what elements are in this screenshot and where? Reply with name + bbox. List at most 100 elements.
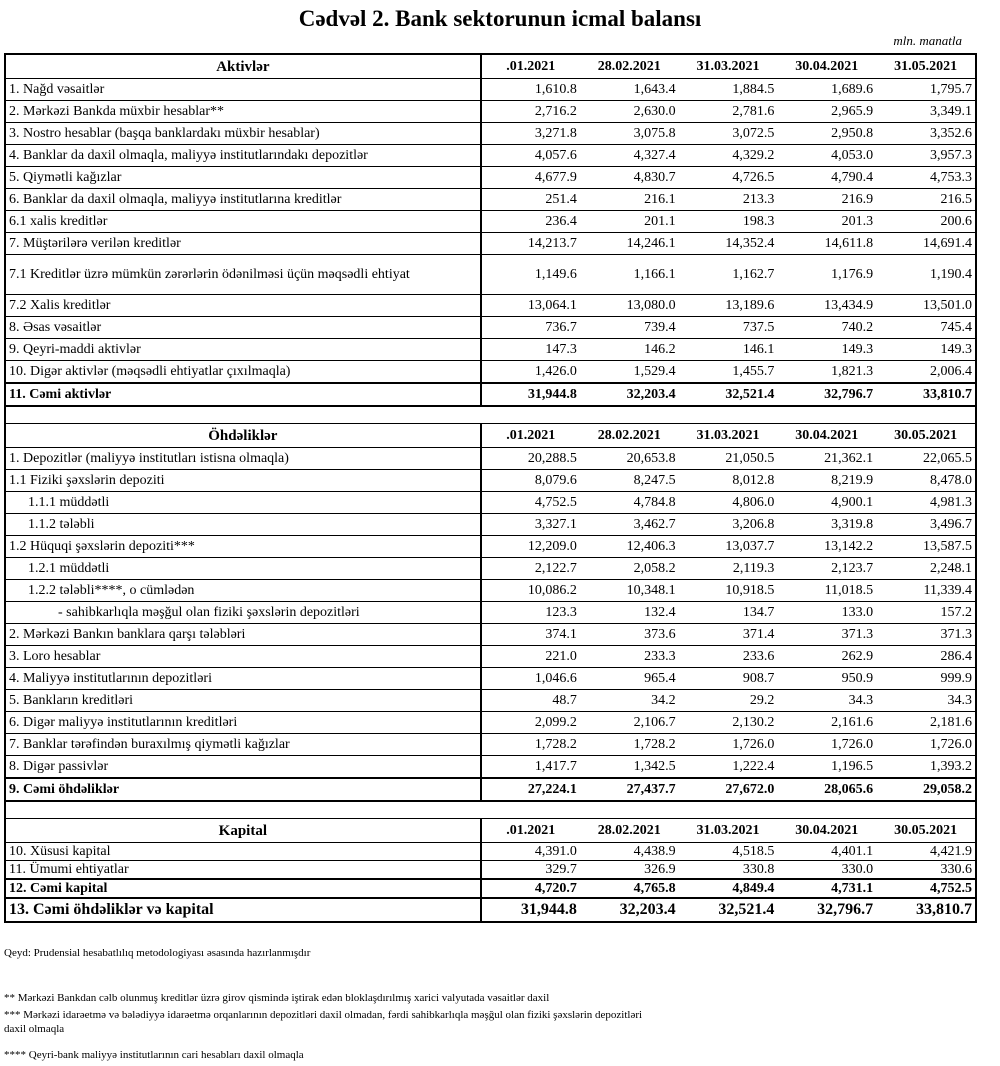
value-cell: 1,821.3 [777, 360, 877, 384]
value-cell: 2,950.8 [777, 122, 877, 145]
value-cell: 2,122.7 [480, 557, 580, 580]
value-cell: 4,849.4 [678, 878, 778, 899]
value-cell: 48.7 [480, 689, 580, 712]
table-row: 1.1.2 tələbli 3,327.1 3,462.7 3,206.8 3,319.… [5, 513, 976, 536]
section-header: Kapital .01.2021 28.02.2021 31.03.2021 30.04… [5, 818, 976, 843]
value-cell: 2,781.6 [678, 100, 778, 123]
row-label: 5. Bankların kreditləri [5, 689, 482, 712]
value-cell: 251.4 [480, 188, 580, 211]
date-header: 30.04.2021 [777, 53, 877, 79]
value-cell: 22,065.5 [876, 447, 976, 470]
value-cell: 739.4 [579, 316, 679, 339]
value-cell: 1,162.7 [678, 254, 778, 295]
spacer-cell [5, 800, 481, 819]
section-header: Aktivlər .01.2021 28.02.2021 31.03.2021 30.0… [5, 53, 976, 79]
row-label: 8. Əsas vəsaitlər [5, 316, 482, 339]
value-cell: 999.9 [876, 667, 976, 690]
value-cell: 2,161.6 [777, 711, 877, 734]
value-cell: 950.9 [777, 667, 877, 690]
table-row: 1. Nağd vəsaitlər 1,610.8 1,643.4 1,884.5 1,… [5, 78, 976, 101]
table-row: 12. Cəmi kapital 4,720.7 4,765.8 4,849.4 4,7… [5, 878, 976, 899]
row-label: 7. Banklar tərəfindən buraxılmış qiymətl… [5, 733, 482, 756]
table-row: 3. Loro hesablar 221.0 233.3 233.6 262.9 286.… [5, 645, 976, 668]
value-cell: 3,957.3 [876, 144, 976, 167]
date-header: 28.02.2021 [579, 423, 679, 448]
value-cell: 20,653.8 [579, 447, 679, 470]
value-cell: 29.2 [678, 689, 778, 712]
value-cell: 1,726.0 [876, 733, 976, 756]
date-header: .01.2021 [480, 818, 580, 843]
value-cell: 2,099.2 [480, 711, 580, 734]
value-cell: 371.3 [777, 623, 877, 646]
table-row: 1.2 Hüquqi şəxslərin depoziti*** 12,209.0… [5, 535, 976, 558]
value-cell: 745.4 [876, 316, 976, 339]
value-cell: 373.6 [579, 623, 679, 646]
value-cell: 2,006.4 [876, 360, 976, 384]
value-cell: 371.4 [678, 623, 778, 646]
row-label: 5. Qiymətli kağızlar [5, 166, 482, 189]
table-row: 4. Banklar da daxil olmaqla, maliyyə ins… [5, 144, 976, 167]
value-cell: 4,753.3 [876, 166, 976, 189]
row-label: 7. Müştərilərə verilən kreditlər [5, 232, 482, 255]
value-cell: 1,426.0 [480, 360, 580, 384]
value-cell: 4,438.9 [579, 842, 679, 861]
table-row: 7. Banklar tərəfindən buraxılmış qiymətl… [5, 733, 976, 756]
value-cell: 4,981.3 [876, 491, 976, 514]
value-cell: 10,086.2 [480, 579, 580, 602]
value-cell: 4,900.1 [777, 491, 877, 514]
table-row: 2. Mərkəzi Bankın banklara qarşı tələblə… [5, 623, 976, 646]
value-cell: 27,437.7 [579, 777, 679, 802]
value-cell: 3,349.1 [876, 100, 976, 123]
value-cell: 13,189.6 [678, 294, 778, 317]
value-cell: 3,327.1 [480, 513, 580, 536]
balance-table: Aktivlər .01.2021 28.02.2021 31.03.2021 30.0… [4, 53, 977, 923]
value-cell: 221.0 [480, 645, 580, 668]
section-header: Öhdəliklər .01.2021 28.02.2021 31.03.2021 30… [5, 423, 976, 448]
value-cell: 27,672.0 [678, 777, 778, 802]
row-label: 3. Nostro hesablar (başqa banklardakı mü… [5, 122, 482, 145]
value-cell: 4,677.9 [480, 166, 580, 189]
value-cell: 2,123.7 [777, 557, 877, 580]
row-label: 11. Cəmi aktivlər [5, 382, 482, 407]
value-cell: 4,720.7 [480, 878, 580, 899]
row-label: 1.1.1 müddətli [5, 491, 482, 514]
table-row: 7.2 Xalis kreditlər 13,064.1 13,080.0 13,18… [5, 294, 976, 317]
value-cell: 1,417.7 [480, 755, 580, 779]
value-cell: 1,795.7 [876, 78, 976, 101]
row-label: - sahibkarlıqla məşğul olan fiziki şəxsl… [5, 601, 482, 624]
value-cell: 146.1 [678, 338, 778, 361]
value-cell: 1,728.2 [579, 733, 679, 756]
value-cell: 2,630.0 [579, 100, 679, 123]
value-cell: 2,119.3 [678, 557, 778, 580]
value-cell: 4,784.8 [579, 491, 679, 514]
table-row: 6. Banklar da daxil olmaqla, maliyyə ins… [5, 188, 976, 211]
value-cell: 200.6 [876, 210, 976, 233]
table-row: 6.1 xalis kreditlər 236.4 201.1 198.3 201.3 2… [5, 210, 976, 233]
value-cell: 233.6 [678, 645, 778, 668]
spacer-row [5, 405, 976, 424]
value-cell: 14,246.1 [579, 232, 679, 255]
table-row: 9. Qeyri-maddi aktivlər 147.3 146.2 146.1 14… [5, 338, 976, 361]
footnote-4: **** Qeyri-bank maliyyə institutlarının … [4, 1049, 304, 1061]
value-cell: 330.0 [777, 860, 877, 880]
value-cell: 2,106.7 [579, 711, 679, 734]
value-cell: 4,806.0 [678, 491, 778, 514]
value-cell: 4,790.4 [777, 166, 877, 189]
value-cell: 1,529.4 [579, 360, 679, 384]
spacer-cell [5, 405, 481, 424]
section-title: Aktivlər [5, 53, 482, 79]
value-cell: 3,072.5 [678, 122, 778, 145]
value-cell: 736.7 [480, 316, 580, 339]
note-qeyd: Qeyd: Prudensial hesabatlılıq metodologi… [4, 947, 311, 959]
row-label: 1.1 Fiziki şəxslərin depoziti [5, 469, 482, 492]
table-row: 9. Cəmi öhdəliklər 27,224.1 27,437.7 27,672… [5, 777, 976, 802]
value-cell: 134.7 [678, 601, 778, 624]
value-cell: 2,181.6 [876, 711, 976, 734]
value-cell: 908.7 [678, 667, 778, 690]
row-label: 10. Xüsusi kapital [5, 842, 482, 861]
row-label: 1.2.1 müddətli [5, 557, 482, 580]
date-header: .01.2021 [480, 53, 580, 79]
value-cell: 1,643.4 [579, 78, 679, 101]
value-cell: 201.1 [579, 210, 679, 233]
value-cell: 27,224.1 [480, 777, 580, 802]
